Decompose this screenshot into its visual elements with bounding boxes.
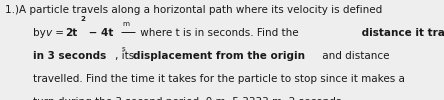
- Text: s: s: [122, 46, 126, 52]
- Text: =: =: [52, 28, 67, 38]
- Text: travelled. Find the time it takes for the particle to stop since it makes a: travelled. Find the time it takes for th…: [33, 74, 405, 84]
- Text: 2: 2: [80, 16, 85, 22]
- Text: in 3 seconds: in 3 seconds: [33, 51, 107, 61]
- Text: distance it travels: distance it travels: [358, 28, 444, 38]
- Text: and distance: and distance: [319, 51, 389, 61]
- Text: by: by: [33, 28, 49, 38]
- Text: 2t: 2t: [65, 28, 78, 38]
- Text: , its: , its: [115, 51, 138, 61]
- Text: v: v: [46, 28, 52, 38]
- Text: − 4t: − 4t: [85, 28, 113, 38]
- Text: m: m: [122, 21, 129, 27]
- Text: displacement from the origin: displacement from the origin: [133, 51, 305, 61]
- Text: 1.)A particle travels along a horizontal path where its velocity is defined: 1.)A particle travels along a horizontal…: [5, 5, 383, 15]
- Text: turn during the 3 second period. 0 m, 5.3333 m, 2 seconds: turn during the 3 second period. 0 m, 5.…: [33, 97, 342, 100]
- Text: where t is in seconds. Find the: where t is in seconds. Find the: [137, 28, 299, 38]
